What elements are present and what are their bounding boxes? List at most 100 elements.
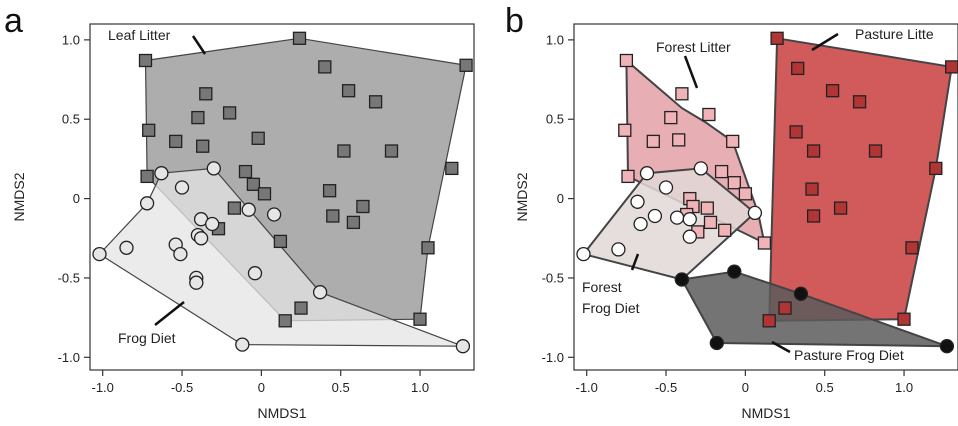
point-pasture-litter xyxy=(897,312,911,326)
point-pasture-litter xyxy=(868,144,883,158)
x-tick-label: -1.0 xyxy=(91,380,113,395)
point-leaf-litter xyxy=(318,60,332,74)
point-forest-litter xyxy=(664,110,678,125)
point-frog-diet xyxy=(266,207,282,222)
y-tick-label: -0.5 xyxy=(542,270,564,285)
panel-a-y-axis-title: NMDS2 xyxy=(11,172,27,221)
frog-diet-leader xyxy=(154,301,185,326)
point-forest-litter xyxy=(726,134,740,149)
point-leaf-litter xyxy=(273,234,288,249)
point-frog-diet xyxy=(241,202,256,217)
point-frog-diet xyxy=(205,216,220,232)
point-pasture-frog-diet xyxy=(674,272,690,287)
point-leaf-litter xyxy=(246,177,261,191)
annotation-leaf-litter: Leaf Litter xyxy=(108,27,171,43)
panel-b-frame xyxy=(573,23,958,371)
leaf-litter-leader xyxy=(191,35,207,55)
x-tick-label: 0.5 xyxy=(332,380,350,395)
point-leaf-litter xyxy=(368,95,383,109)
panel-a-plot-area xyxy=(92,31,473,354)
point-leaf-litter xyxy=(196,139,210,153)
panel-label-b: b xyxy=(505,2,524,40)
point-leaf-litter xyxy=(169,134,183,149)
point-forest-litter xyxy=(672,133,686,147)
y-tick-label: 1.0 xyxy=(546,32,564,47)
point-pasture-litter xyxy=(806,144,821,158)
panel-a-frame xyxy=(89,23,475,371)
point-forest-litter xyxy=(702,107,716,122)
point-pasture-litter xyxy=(762,314,776,328)
point-leaf-litter xyxy=(356,199,370,214)
point-pasture-frog-diet xyxy=(793,286,809,301)
point-leaf-litter xyxy=(257,187,272,201)
point-leaf-litter xyxy=(199,87,213,101)
point-leaf-litter xyxy=(138,53,153,68)
point-pasture-frog-diet xyxy=(939,339,955,354)
hull-pasture-litter xyxy=(768,37,953,322)
point-forest-frog-diet xyxy=(633,216,648,232)
x-tick-label: -0.5 xyxy=(655,380,677,395)
point-leaf-litter xyxy=(292,31,307,45)
point-pasture-frog-diet xyxy=(709,335,724,351)
point-pasture-litter xyxy=(778,301,792,315)
point-pasture-litter xyxy=(825,84,840,98)
panel-label-a: a xyxy=(4,2,23,40)
point-forest-frog-diet xyxy=(682,229,697,244)
panel-b-points xyxy=(576,31,958,354)
x-tick-label: 0 xyxy=(742,380,749,395)
point-pasture-litter xyxy=(945,60,958,74)
point-frog-diet xyxy=(154,166,169,181)
point-forest-litter xyxy=(714,164,729,179)
x-tick-label: -1.0 xyxy=(575,380,597,395)
point-leaf-litter xyxy=(294,301,308,315)
point-forest-frog-diet xyxy=(682,212,697,227)
x-tick-label: -0.5 xyxy=(171,380,193,395)
annotation-pasture-litter: Pasture Litte xyxy=(855,26,934,42)
panel-b-y-ticks: -1.0 -0.5 0 0.5 1.0 xyxy=(542,32,574,365)
pasture-litter-leader xyxy=(811,32,839,52)
point-pasture-litter xyxy=(789,125,803,139)
point-pasture-litter xyxy=(791,61,805,76)
annotation-forest: Forest xyxy=(582,279,622,295)
point-forest-litter xyxy=(646,134,660,149)
point-forest-litter xyxy=(675,87,689,101)
y-tick-label: 0 xyxy=(73,191,80,206)
point-forest-litter xyxy=(621,169,635,184)
point-forest-frog-diet xyxy=(658,180,674,195)
point-frog-diet xyxy=(247,266,263,281)
point-leaf-litter xyxy=(413,312,427,326)
point-forest-frog-diet xyxy=(747,205,763,221)
forest-litter-leader xyxy=(683,55,699,89)
point-leaf-litter xyxy=(421,241,435,255)
y-tick-label: -1.0 xyxy=(542,350,564,365)
point-pasture-litter xyxy=(770,31,784,45)
y-tick-label: 1.0 xyxy=(62,32,80,47)
point-forest-frog-diet xyxy=(647,208,663,224)
y-tick-label: 0.5 xyxy=(546,112,564,127)
panel-a: a -1.0 -0.5 0 0.5 1.0 -1.0-0.500.51.0 NMDS1 … xyxy=(4,2,475,421)
point-frog-diet xyxy=(119,240,134,255)
point-forest-frog-diet xyxy=(611,242,626,257)
point-frog-diet xyxy=(206,161,221,176)
point-frog-diet xyxy=(193,231,209,246)
point-forest-frog-diet xyxy=(630,194,645,209)
point-forest-litter xyxy=(703,215,718,230)
x-tick-label: 1.0 xyxy=(895,380,913,395)
point-leaf-litter xyxy=(322,184,337,198)
panel-a-x-ticks: -1.0 -0.5 0 0.5 1.0 xyxy=(91,370,429,395)
point-forest-litter xyxy=(718,223,732,237)
annotation-frog-diet: Frog Diet xyxy=(118,330,176,346)
point-frog-diet xyxy=(139,196,155,211)
x-tick-label: 0.5 xyxy=(816,380,834,395)
point-frog-diet xyxy=(173,246,188,262)
point-leaf-litter xyxy=(346,215,361,230)
point-forest-litter xyxy=(618,123,632,137)
panel-b-plot-area: Pasture Litte xyxy=(576,26,958,354)
x-tick-label: 0 xyxy=(258,380,265,395)
panel-a-hulls xyxy=(98,37,467,347)
point-leaf-litter xyxy=(337,144,351,158)
point-leaf-litter xyxy=(326,209,340,223)
point-frog-diet xyxy=(312,285,328,300)
point-pasture-litter xyxy=(833,201,848,215)
point-forest-litter xyxy=(757,236,772,250)
